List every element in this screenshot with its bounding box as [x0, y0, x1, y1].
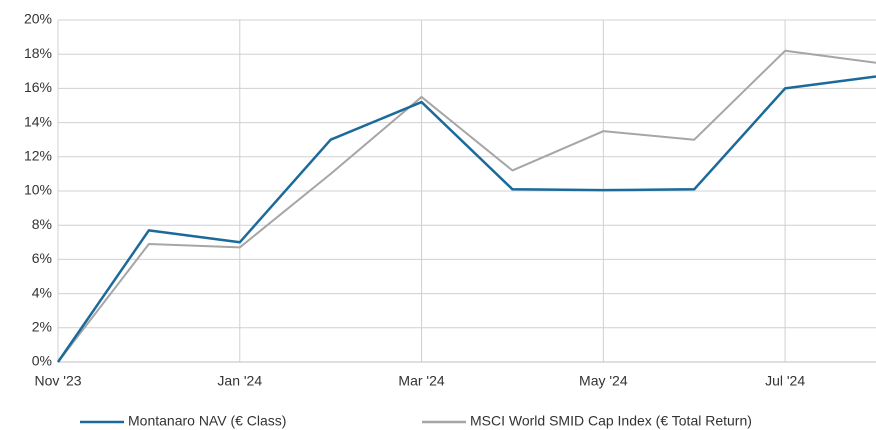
y-tick-label: 12%: [24, 148, 52, 164]
x-tick-label: Jul '24: [765, 373, 805, 389]
legend-label: Montanaro NAV (€ Class): [128, 413, 286, 429]
series-line: [56, 75, 876, 363]
y-tick-label: 16%: [24, 79, 52, 95]
x-tick-label: Jan '24: [217, 373, 262, 389]
x-tick-label: Nov '23: [34, 373, 81, 389]
series-line: [57, 49, 876, 363]
y-tick-label: 6%: [32, 250, 52, 266]
y-tick-label: 18%: [24, 45, 52, 61]
y-tick-label: 20%: [24, 11, 52, 27]
y-tick-label: 4%: [32, 284, 52, 300]
y-tick-label: 8%: [32, 216, 52, 232]
x-tick-label: May '24: [579, 373, 628, 389]
y-tick-label: 2%: [32, 319, 52, 335]
y-tick-label: 0%: [32, 353, 52, 369]
x-tick-label: Mar '24: [398, 373, 444, 389]
y-tick-label: 10%: [24, 182, 52, 198]
y-tick-label: 14%: [24, 113, 52, 129]
legend-label: MSCI World SMID Cap Index (€ Total Retur…: [470, 413, 752, 429]
